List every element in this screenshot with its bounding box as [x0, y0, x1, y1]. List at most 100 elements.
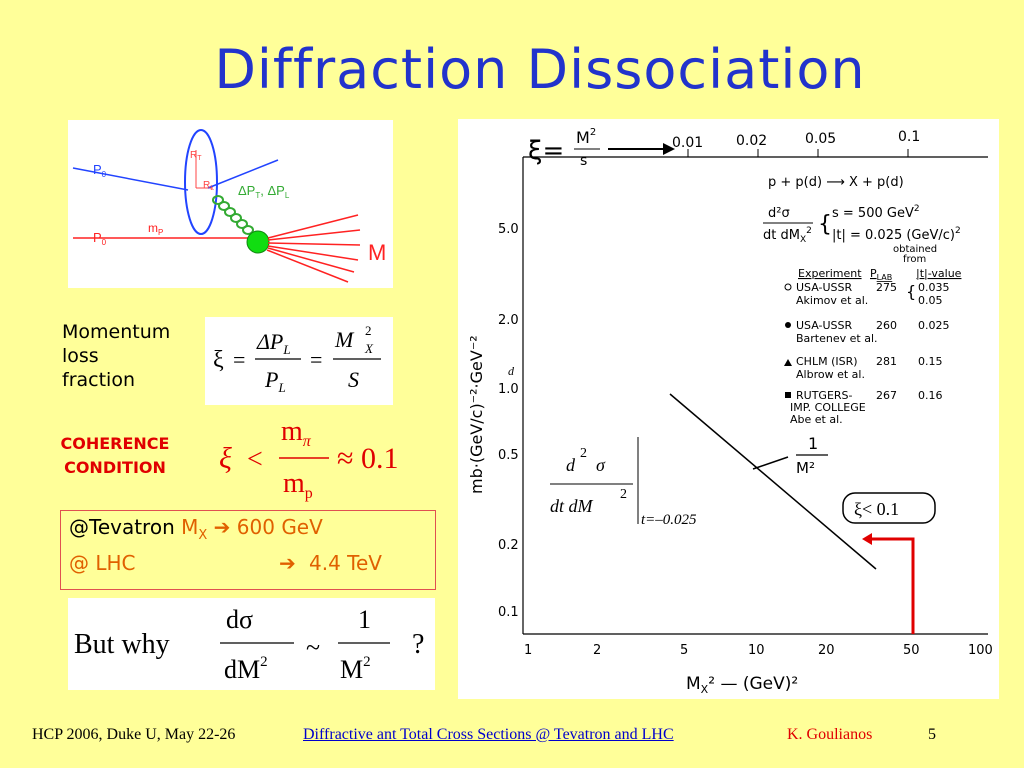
svg-text:Akimov et al.: Akimov et al.	[796, 294, 868, 307]
d-letter: d	[508, 364, 515, 378]
svg-text:0.16: 0.16	[918, 389, 943, 402]
xi-tick-2: 0.02	[736, 133, 767, 149]
filled-circle-marker	[785, 322, 791, 328]
cond-lt: <	[247, 444, 263, 475]
d-sigma: dσ	[226, 605, 253, 634]
question-box: But why dσ dM2 ~ 1 M2 ?	[68, 598, 435, 690]
t-value: |t| = 0.025 (GeV/c)2	[832, 226, 961, 243]
footer-conference: HCP 2006, Duke U, May 22-26	[32, 726, 236, 743]
svg-text:RUTGERS-: RUTGERS-	[796, 389, 853, 402]
outgoing-proton-line	[207, 159, 279, 189]
svg-text:267: 267	[876, 389, 897, 402]
x-tick-100: 100	[968, 643, 993, 658]
question-svg: But why dσ dM2 ~ 1 M2 ?	[74, 605, 424, 684]
svg-text:275: 275	[876, 281, 897, 294]
plot-svg: ξ= M2 s 0.01 0.02 0.05 0.1 5.0 2.0 1.0 0…	[467, 127, 993, 696]
reaction-label: p + p(d) ⟶ X + p(d)	[768, 175, 904, 190]
condition-line: CONDITION	[64, 458, 166, 477]
footer-author: K. Goulianos	[787, 726, 873, 743]
fit-arrow-line	[752, 456, 789, 470]
eq-1: =	[233, 347, 245, 372]
slide-title: Diffraction Dissociation	[214, 38, 866, 101]
lhc-value: 4.4 TeV	[309, 551, 382, 575]
cross-section-num: d²σ	[768, 206, 790, 221]
svg-text:260: 260	[876, 319, 897, 332]
inset-formula: d 2 σ dt dM 2 t=–0.025	[550, 437, 697, 528]
y-tick-1: 1.0	[498, 382, 519, 397]
y-tick-05: 0.5	[498, 448, 519, 463]
mx-label: MX	[181, 515, 208, 543]
arrow-icon: ➔	[213, 515, 231, 539]
cond-xi: ξ	[219, 442, 232, 475]
x-tick-50: 50	[903, 643, 920, 658]
svg-text:d: d	[566, 455, 576, 475]
dm2: dM2	[224, 654, 268, 684]
one-over-den: M²	[796, 459, 815, 477]
rt-label: RT	[190, 150, 202, 162]
svg-text:2: 2	[580, 446, 587, 461]
x-tick-10: 10	[748, 643, 765, 658]
x-tick-5: 5	[680, 643, 688, 658]
table-row: RUTGERS- IMP. COLLEGE Abe et al. 267 0.1…	[785, 389, 943, 426]
svg-text:t=–0.025: t=–0.025	[641, 512, 697, 528]
xi-frac-den: s	[580, 153, 587, 169]
svg-text:281: 281	[876, 355, 897, 368]
y-tick-02: 0.2	[498, 538, 519, 553]
delta-pl: ΔPL	[256, 329, 291, 357]
m-p: mp	[283, 468, 313, 502]
x-tick-20: 20	[818, 643, 835, 658]
xi-tick-3: 0.05	[805, 131, 836, 147]
dissociation-diagram: P0 P0 RT RL ΔPT, ΔPL mP M	[68, 120, 393, 288]
m-pi: mπ	[281, 416, 312, 450]
xi-eq-label: ξ=	[528, 136, 564, 166]
y-tick-5: 5.0	[498, 222, 519, 237]
mp-label: mP	[148, 221, 163, 237]
svg-text:Albrow et al.: Albrow et al.	[796, 368, 865, 381]
cross-section-plot: ξ= M2 s 0.01 0.02 0.05 0.1 5.0 2.0 1.0 0…	[458, 119, 999, 699]
table-header-t: |t|-value	[916, 267, 962, 280]
svg-text:2: 2	[620, 487, 627, 502]
mx2-sup: 2	[365, 323, 372, 338]
dissociation-blob	[246, 230, 270, 254]
m2: M2	[340, 654, 371, 684]
svg-text:IMP. COLLEGE: IMP. COLLEGE	[790, 401, 866, 414]
xi-tick-1: 0.01	[672, 135, 703, 151]
jet-lines	[266, 214, 361, 283]
approx-value: ≈ 0.1	[337, 442, 398, 475]
x-tick-1: 1	[524, 643, 532, 658]
one: 1	[358, 605, 371, 634]
scatter-ellipse	[184, 129, 218, 235]
fraction-line: fraction	[62, 369, 135, 391]
lhc-label: @ LHC	[69, 551, 136, 575]
momentum-line: Momentum	[62, 321, 171, 343]
xi-definition-box: ξ = ΔPL PL = M 2 X S	[205, 317, 393, 405]
footer-link[interactable]: Diffractive ant Total Cross Sections @ T…	[303, 726, 674, 743]
xi-limit-label: ξ< 0.1	[854, 499, 899, 519]
xi-symbol: ξ	[213, 347, 224, 373]
page-number: 5	[928, 726, 936, 743]
table-header-plab: PLAB	[870, 267, 892, 282]
xi-tick-4: 0.1	[898, 129, 920, 145]
mx2: M	[334, 327, 355, 352]
momentum-loss-label: Momentum loss fraction	[62, 320, 170, 392]
s-var: S	[348, 367, 359, 392]
rl-label: RL	[203, 180, 214, 192]
svg-text:0.15: 0.15	[918, 355, 943, 368]
xi-limit-arrow	[872, 537, 915, 634]
triangle-marker	[784, 359, 792, 366]
coherence-svg: ξ < mπ mp ≈ 0.1	[219, 416, 398, 502]
pl: PL	[264, 367, 286, 395]
y-tick-01: 0.1	[498, 605, 519, 620]
xi-formula-svg: ξ = ΔPL PL = M 2 X S	[213, 323, 381, 395]
tilde: ~	[306, 633, 320, 662]
footer: HCP 2006, Duke U, May 22-26 Diffractive …	[0, 726, 1024, 746]
xi-limit-box	[842, 492, 936, 524]
p0-bottom-label: P0	[93, 230, 107, 247]
table-row: USA-USSR Bartenev et al. 260 0.025	[785, 319, 950, 345]
cross-section-den: dt dMX2	[763, 226, 812, 245]
pomeron-spring	[212, 195, 254, 235]
table-row: USA-USSR Akimov et al. 275 { 0.035 0.05	[784, 281, 950, 307]
eq-2: =	[310, 347, 322, 372]
svg-text:{: {	[906, 282, 916, 301]
tevatron-value: 600 GeV	[236, 515, 323, 539]
